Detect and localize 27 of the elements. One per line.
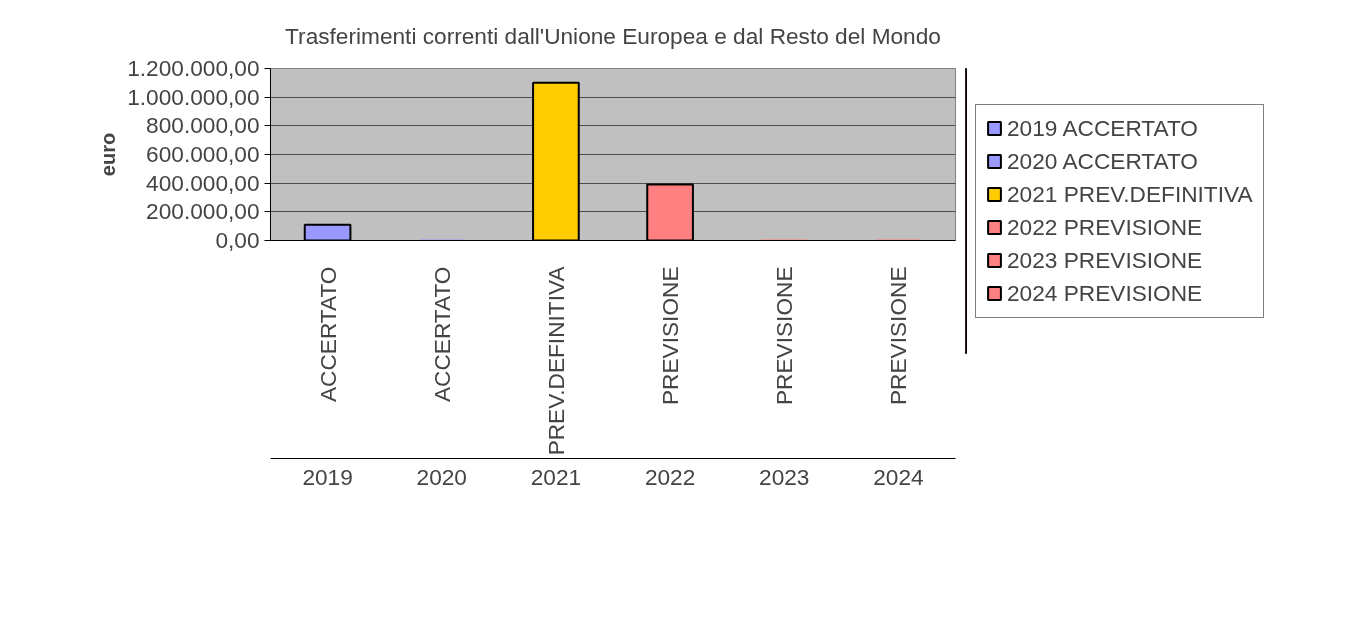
legend-label: 2021 PREV.DEFINITIVA [1007,180,1253,208]
legend-label: 2024 PREVISIONE [1007,279,1203,307]
text: 2020 [416,463,467,490]
legend-label: 2023 PREVISIONE [1007,246,1203,274]
text: 2021 [530,463,582,490]
y-tick-label: 200.000,00 [146,198,260,225]
y-tick-label: 800.000,00 [146,112,260,139]
chart-title: Trasferimenti correnti dall'Unione Europea e dal Resto del Mondo [285,22,941,49]
legend-label: 2020 ACCERTATO [1007,147,1198,175]
x-tick-label: ACCERTATO [314,266,341,403]
y-tick-label: 1.200.000,00 [127,55,260,81]
y-tick-label: 600.000,00 [146,141,260,167]
y-tick-label: 0,00 [215,227,260,253]
y-axis-title: euro [97,132,120,177]
x-tick-label: PREVISIONE [657,266,684,405]
x-tick-label: ACCERTATO [428,266,455,403]
y-tick-label: 1.000.000,00 [127,83,260,110]
y-tick-label: 400.000,00 [146,169,260,196]
text: 2022 [644,463,696,490]
x-tick-label: PREVISIONE [885,266,912,405]
x-tick-label: PREV.DEFINITIVA [542,265,569,456]
legend-label: 2022 PREVISIONE [1007,213,1203,241]
text: 2024 [873,463,924,490]
legend-label: 2019 ACCERTATO [1007,114,1198,142]
text: 2019 [302,463,353,490]
x-tick-label: PREVISIONE [771,266,798,405]
text: 2023 [759,463,810,490]
